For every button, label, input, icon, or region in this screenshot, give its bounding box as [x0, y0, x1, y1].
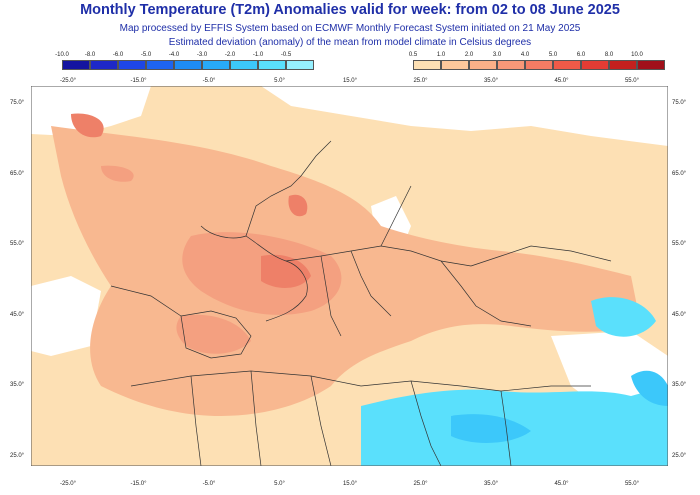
longitude-tick-label: -5.0° — [202, 78, 216, 84]
longitude-tick-label: 15.0° — [342, 481, 358, 487]
longitude-tick-label: 5.0° — [274, 78, 285, 84]
legend-value-label: -4.0 — [168, 52, 180, 58]
longitude-tick-label: 35.0° — [483, 481, 499, 487]
greenland-hot-core — [71, 113, 104, 138]
latitude-tick-label: 35.0° — [10, 382, 25, 388]
legend-swatch — [469, 60, 497, 70]
legend-swatch — [581, 60, 609, 70]
france-very-hot-core — [261, 254, 311, 288]
legend-value-label: -8.0 — [84, 52, 96, 58]
latitude-tick-label: 55.0° — [10, 241, 25, 247]
legend-value-label: -5.0 — [140, 52, 152, 58]
legend-swatch — [258, 60, 286, 70]
legend-swatch — [413, 60, 441, 70]
legend-swatch — [118, 60, 146, 70]
longitude-tick-label: 5.0° — [274, 481, 285, 487]
legend-warm-scale — [413, 60, 665, 70]
legend-swatch — [62, 60, 90, 70]
latitude-tick-label: 65.0° — [10, 170, 25, 177]
arctic-ocean-region — [261, 86, 668, 146]
latitude-tick-label: 25.0° — [10, 452, 25, 459]
anomaly-map — [31, 86, 668, 466]
longitude-tick-label: 25.0° — [413, 78, 428, 84]
legend-swatch — [609, 60, 637, 70]
iceland-hot-core — [101, 165, 134, 182]
latitude-tick-label: 45.0° — [672, 311, 687, 318]
longitude-tick-label: -5.0° — [202, 481, 216, 487]
legend-value-label: 10.0 — [631, 52, 643, 58]
legend-value-label: 4.0 — [520, 52, 530, 58]
map-title: Monthly Temperature (T2m) Anomalies vali… — [80, 2, 620, 18]
longitude-tick-label: 55.0° — [624, 481, 640, 487]
legend-value-label: 3.0 — [492, 52, 502, 58]
legend-swatch — [637, 60, 665, 70]
legend-value-label: -0.5 — [280, 52, 292, 58]
arabia-very-cold-core — [451, 414, 531, 443]
legend-swatch — [174, 60, 202, 70]
longitude-tick-label: 45.0° — [554, 481, 569, 487]
longitude-tick-label: 35.0° — [483, 78, 499, 84]
arctic-sea-region — [31, 86, 151, 136]
latitude-tick-label: 35.0° — [672, 382, 687, 388]
legend-value-label: -2.0 — [224, 52, 236, 58]
map-subtitle-description: Estimated deviation (anomaly) of the mea… — [168, 37, 532, 48]
longitude-tick-label: -15.0° — [130, 78, 147, 84]
country-borders — [110, 140, 612, 466]
latitude-tick-label: 55.0° — [672, 241, 687, 247]
longitude-tick-label: -15.0° — [130, 481, 147, 487]
legend-swatch — [525, 60, 553, 70]
legend-value-label: 8.0 — [604, 52, 614, 58]
longitude-tick-label: 25.0° — [413, 481, 428, 487]
legend-value-label: 0.5 — [408, 52, 418, 58]
longitude-tick-label: 15.0° — [342, 78, 358, 84]
longitude-tick-label: -25.0° — [59, 481, 77, 487]
map-subtitle-source: Map processed by EFFIS System based on E… — [119, 23, 581, 34]
scandinavia-hot-core — [288, 194, 308, 217]
longitude-tick-label: 45.0° — [554, 78, 569, 84]
legend-swatch — [230, 60, 258, 70]
legend-value-label: 2.0 — [464, 52, 474, 58]
atlantic-neutral-region — [31, 276, 101, 356]
legend-swatch — [146, 60, 174, 70]
legend-swatch — [497, 60, 525, 70]
legend-swatch — [90, 60, 118, 70]
latitude-tick-label: 75.0° — [672, 100, 687, 106]
legend-value-label: -1.0 — [252, 52, 264, 58]
legend-swatch — [441, 60, 469, 70]
longitude-tick-label: -25.0° — [59, 78, 77, 84]
iran-very-cold-core — [631, 370, 668, 406]
legend-value-label: -10.0 — [55, 52, 69, 58]
caucasus-cold-region — [591, 297, 656, 337]
legend-value-label: -6.0 — [112, 52, 124, 58]
latitude-tick-label: 25.0° — [672, 452, 687, 459]
legend-value-label: 5.0 — [548, 52, 558, 58]
legend-swatch — [553, 60, 581, 70]
legend-swatch — [286, 60, 314, 70]
legend-swatch — [202, 60, 230, 70]
legend-value-label: 6.0 — [576, 52, 586, 58]
legend-value-label: 1.0 — [436, 52, 446, 58]
legend-cold-scale — [62, 60, 314, 70]
legend-value-label: -3.0 — [196, 52, 208, 58]
latitude-tick-label: 75.0° — [10, 100, 25, 106]
iberia-hot-region — [176, 314, 251, 354]
latitude-tick-label: 45.0° — [10, 311, 25, 318]
latitude-tick-label: 65.0° — [672, 170, 687, 177]
longitude-tick-label: 55.0° — [624, 78, 640, 84]
